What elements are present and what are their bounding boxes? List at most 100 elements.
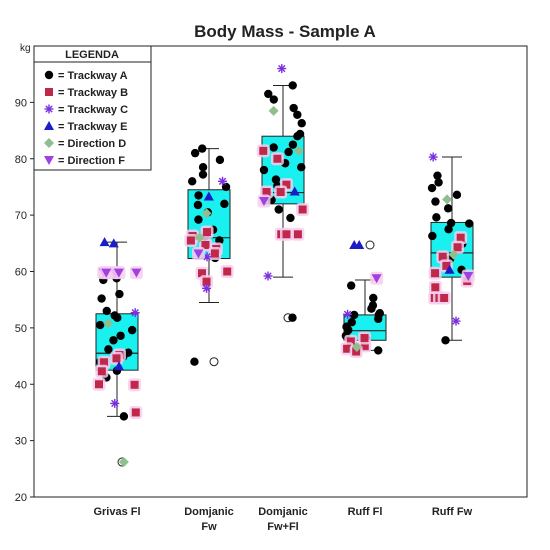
legend-entry-label: = Trackway C	[58, 104, 128, 116]
data-point	[461, 269, 475, 283]
legend-entry: = Trackway E	[44, 121, 127, 133]
data-point	[184, 233, 198, 247]
chart-title: Body Mass - Sample A	[194, 22, 376, 41]
data-point	[218, 176, 228, 186]
legend-marker	[44, 121, 54, 130]
data-point	[259, 165, 269, 175]
data-point	[191, 246, 205, 260]
data-point	[200, 225, 214, 239]
data-point	[451, 316, 461, 326]
data-point	[431, 197, 440, 206]
data-point	[286, 213, 295, 223]
data-point	[97, 294, 106, 303]
x-axis-category-labels: Grivas Fl Domjanic Fw Domjanic Fw+Fl Ruff Fl R…	[93, 506, 472, 533]
y-tick-label: 70	[15, 210, 27, 222]
legend-marker	[44, 70, 54, 80]
legend-title: LEGENDA	[65, 49, 119, 61]
data-point	[202, 283, 212, 293]
data-point	[99, 266, 113, 280]
x-category-label-line2: Fw	[201, 521, 217, 533]
data-point	[270, 152, 284, 166]
data-point	[264, 89, 273, 99]
data-point	[115, 289, 124, 299]
data-point	[442, 194, 453, 205]
data-point	[127, 325, 137, 335]
data-point	[268, 105, 279, 116]
data-point	[92, 377, 106, 391]
x-category-label: Ruff Fw	[432, 506, 473, 518]
data-point	[432, 213, 441, 222]
data-point	[288, 140, 298, 149]
data-point	[349, 310, 359, 320]
data-point	[343, 309, 353, 319]
legend-entry-label: = Trackway A	[58, 70, 128, 82]
y-tick-label: 90	[15, 97, 27, 109]
data-point	[428, 231, 437, 241]
data-point	[194, 215, 203, 224]
data-point	[221, 182, 231, 192]
data-point	[119, 412, 129, 421]
legend-entry-label: = Direction D	[58, 138, 126, 150]
data-point	[130, 308, 140, 318]
data-point	[428, 280, 442, 294]
data-point	[95, 320, 105, 330]
data-point	[297, 163, 306, 172]
data-point	[194, 232, 205, 243]
data-point	[269, 95, 279, 104]
data-point	[203, 191, 214, 201]
data-point	[279, 227, 293, 241]
data-point	[291, 227, 305, 241]
legend-frame	[33, 45, 152, 171]
data-point	[351, 342, 362, 353]
data-point	[95, 364, 109, 378]
data-point	[428, 152, 438, 162]
data-point	[114, 361, 125, 371]
data-point	[220, 265, 234, 278]
data-point	[129, 266, 143, 280]
data-points	[92, 64, 475, 468]
data-point	[99, 237, 110, 247]
data-point	[129, 405, 143, 419]
legend-entry-label: = Direction F	[58, 155, 125, 167]
data-point	[187, 177, 197, 186]
data-point	[257, 194, 271, 208]
data-point	[128, 378, 142, 392]
legend-marker	[44, 156, 54, 165]
legend-marker	[44, 138, 54, 148]
data-point	[288, 313, 297, 322]
x-category-label: Domjanic	[184, 506, 234, 518]
data-point	[113, 313, 122, 322]
y-tick-label: 20	[15, 492, 27, 504]
data-point	[367, 304, 376, 313]
y-tick-label: 40	[15, 379, 27, 391]
data-point	[201, 208, 212, 219]
data-point	[112, 266, 126, 280]
box-plots	[95, 84, 474, 467]
data-point	[289, 186, 300, 196]
legend-entry-label: = Trackway E	[58, 121, 127, 133]
data-point	[433, 171, 442, 180]
data-point	[284, 147, 293, 157]
data-point	[288, 81, 297, 90]
y-tick-label: 50	[15, 323, 27, 335]
data-point	[116, 331, 125, 340]
data-point	[269, 143, 278, 152]
data-point	[263, 271, 273, 281]
data-point	[198, 163, 208, 172]
data-point	[349, 240, 360, 250]
x-category-label: Ruff Fl	[348, 506, 383, 518]
data-point	[200, 275, 214, 289]
legend-entry: = Trackway B	[45, 87, 128, 99]
data-point	[293, 132, 302, 141]
x-category-label-line2: Fw+Fl	[267, 521, 298, 533]
data-point	[104, 345, 113, 354]
legend-entry-label: = Trackway B	[58, 87, 128, 99]
legend-marker	[44, 104, 54, 114]
data-point	[194, 191, 203, 200]
data-point	[427, 183, 437, 193]
data-point	[434, 178, 443, 187]
legend: LEGENDA = Trackway A = Trackway B = Trackw…	[33, 45, 152, 171]
y-tick-label: 80	[15, 154, 27, 166]
data-point	[208, 246, 222, 260]
